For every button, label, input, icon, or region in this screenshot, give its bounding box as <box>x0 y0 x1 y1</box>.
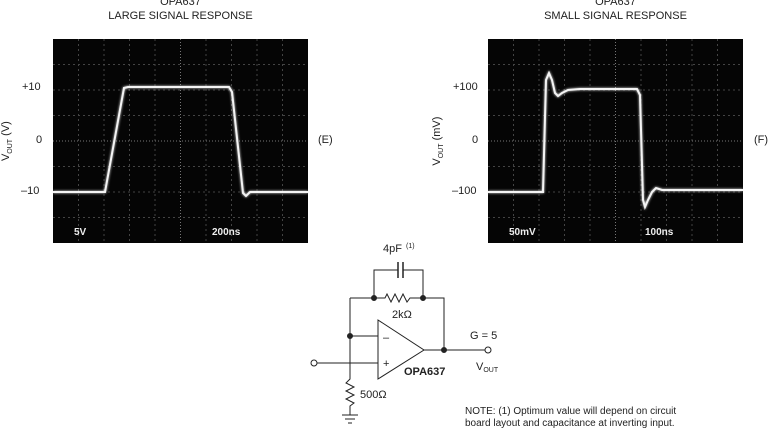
right-tdiv: 100ns <box>645 227 674 238</box>
circuit <box>310 262 492 424</box>
left-trace <box>53 86 308 198</box>
opamp-triangle <box>377 319 425 380</box>
left-tick-m10: –10 <box>21 185 40 197</box>
right-tag: (F) <box>754 134 769 146</box>
left-oscilloscope <box>53 39 308 243</box>
left-title-2: LARGE SIGNAL RESPONSE <box>108 10 253 22</box>
rf-label: 2kΩ <box>392 309 412 321</box>
right-tick-p100: +100 <box>453 81 478 93</box>
right-title-1: OPA637 <box>595 0 636 8</box>
cap-label: 4pF <box>383 243 402 255</box>
right-trace <box>488 70 743 210</box>
right-vdiv: 50mV <box>509 227 536 238</box>
right-title-2: SMALL SIGNAL RESPONSE <box>544 10 687 22</box>
note-line-2: board layout and capacitance at invertin… <box>465 418 675 429</box>
gain-label: G = 5 <box>470 330 497 342</box>
output-terminal <box>484 346 492 354</box>
feedback-wire <box>350 292 445 350</box>
cap-note: (1) <box>406 243 415 250</box>
left-tick-p10: +10 <box>22 81 41 93</box>
left-title-1: OPA637 <box>160 0 201 8</box>
amp-label: OPA637 <box>404 366 445 378</box>
capacitor-wire <box>373 269 398 298</box>
left-vdiv: 5V <box>74 227 87 238</box>
left-tag: (E) <box>318 134 333 146</box>
rg-label: 500Ω <box>360 389 387 401</box>
right-tick-0: 0 <box>472 134 479 146</box>
input-terminal <box>310 359 318 367</box>
left-tdiv: 200ns <box>212 227 241 238</box>
left-tick-0: 0 <box>36 134 43 146</box>
right-tick-m100: –100 <box>452 185 477 197</box>
minus-sign: – <box>383 332 390 344</box>
right-oscilloscope <box>488 39 743 243</box>
plus-sign: + <box>383 358 389 370</box>
vout-label: VOUT <box>476 361 499 374</box>
inverting-wire <box>344 298 356 415</box>
note-line-1: NOTE: (1) Optimum value will depend on c… <box>465 406 676 417</box>
